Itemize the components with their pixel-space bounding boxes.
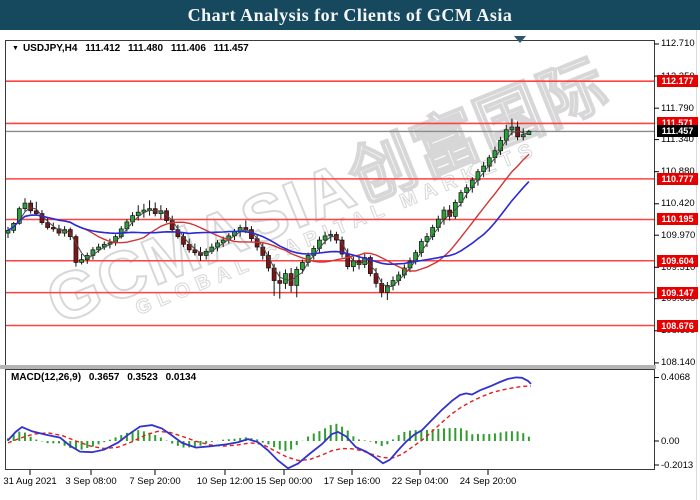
macd-panel[interactable] — [5, 369, 655, 470]
price-tick-label: 111.790 — [661, 102, 694, 114]
symbol-label: USDJPY,H4 — [22, 43, 78, 54]
level-price-badge: 109.604 — [657, 254, 698, 267]
level-price-badge: 109.147 — [657, 286, 698, 299]
quote-high: 111.480 — [128, 43, 164, 54]
level-price-badge: 112.177 — [657, 75, 698, 88]
price-tick-label: 111.340 — [661, 134, 694, 146]
scroll-to-end-icon[interactable] — [514, 36, 526, 43]
time-axis-label: 22 Sep 04:00 — [391, 476, 449, 487]
symbol-dropdown-icon[interactable]: ▼ — [12, 45, 19, 52]
time-axis-label: 31 Aug 2021 — [3, 476, 57, 487]
price-tick-label: 109.510 — [661, 261, 696, 273]
macd-signal-value: 0.3523 — [127, 372, 158, 383]
macd-name: MACD(12,26,9) — [11, 372, 82, 383]
price-chart-panel[interactable] — [5, 40, 655, 366]
macd-tick-label: 0.00 — [661, 435, 680, 447]
window-edge — [696, 30, 697, 500]
time-axis-label: 3 Sep 08:00 — [65, 476, 117, 487]
current-price-badge: 111.457 — [657, 125, 698, 138]
macd-hist-value: 0.0134 — [165, 372, 197, 383]
price-tick-label: 108.140 — [661, 357, 696, 369]
quote-open: 111.412 — [85, 43, 121, 54]
price-tick-label: 112.250 — [661, 70, 695, 82]
price-tick-label: 110.420 — [661, 198, 695, 210]
macd-tick-label: -0.2013 — [661, 459, 694, 471]
price-tick-label: 110.880 — [661, 166, 695, 178]
price-tick-label: 109.060 — [661, 293, 696, 305]
level-price-badge: 110.195 — [657, 213, 698, 226]
level-price-badge: 111.571 — [657, 117, 698, 130]
time-axis-label: 17 Sep 16:00 — [323, 476, 381, 487]
time-axis-label: 10 Sep 12:00 — [196, 476, 254, 487]
panel-divider[interactable] — [0, 365, 656, 369]
macd-header: MACD(12,26,9) 0.3657 0.3523 0.0134 — [11, 372, 201, 383]
level-price-badge: 108.676 — [657, 319, 698, 332]
quote-line: ▼ USDJPY,H4 111.412 111.480 111.406 111.4… — [12, 43, 254, 54]
time-axis-label: 7 Sep 20:00 — [129, 476, 181, 487]
price-tick-label: 109.970 — [661, 229, 696, 241]
title-bar: Chart Analysis for Clients of GCM Asia — [0, 0, 700, 30]
time-axis-label: 15 Sep 00:00 — [255, 476, 313, 487]
quote-close: 111.457 — [213, 43, 249, 54]
quote-low: 111.406 — [170, 43, 206, 54]
macd-tick-label: 0.4068 — [661, 372, 691, 384]
level-price-badge: 110.777 — [657, 172, 698, 185]
price-tick-label: 108.600 — [661, 325, 696, 337]
price-tick-label: 112.710 — [661, 38, 695, 50]
time-axis-label: 24 Sep 20:00 — [459, 476, 517, 487]
macd-value: 0.3657 — [88, 372, 120, 383]
page-title: Chart Analysis for Clients of GCM Asia — [187, 5, 513, 25]
